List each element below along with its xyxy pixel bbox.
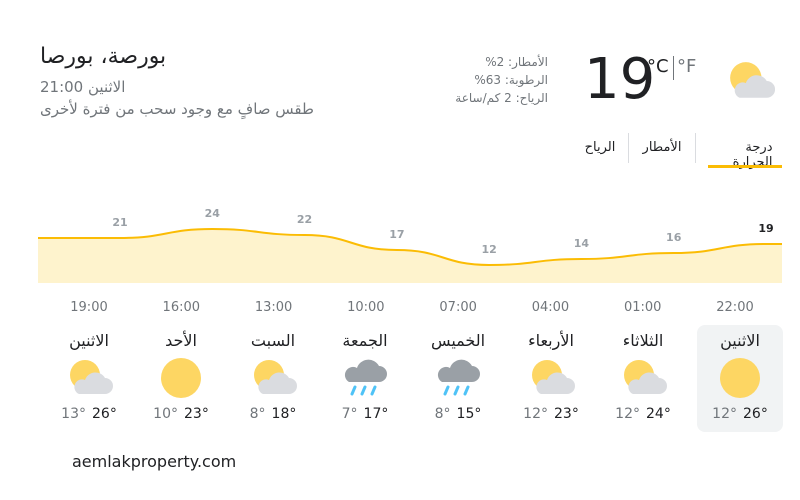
day-name: الاثنين <box>69 331 109 350</box>
day-name: الثلاثاء <box>622 331 664 350</box>
tab-wind[interactable]: الرياح <box>584 140 616 155</box>
value-label: 12 <box>481 243 496 256</box>
value-label: 21 <box>112 216 127 229</box>
day-card[interactable]: الثلاثاء 12° 24° <box>600 325 686 432</box>
high-temp: 17° <box>363 406 389 422</box>
time-label: 16:00 <box>163 300 200 315</box>
day-name: الخميس <box>430 331 486 350</box>
time-label: 04:00 <box>532 300 569 315</box>
low-temp: 12° <box>712 406 737 422</box>
temperature-chart: 19 22:00 16 01:00 14 04:00 12 07:00 17 10:00 22 13:… <box>38 207 782 315</box>
low-temp: 12° <box>615 406 640 422</box>
weather-icon <box>434 356 482 400</box>
day-card[interactable]: الخميس 8° 15° <box>415 325 501 432</box>
day-card[interactable]: الجمعة 7° 17° <box>322 325 408 432</box>
time-label: 07:00 <box>439 300 476 315</box>
precipitation: الأمطار: 2% <box>485 55 548 69</box>
weather-icon <box>65 356 113 400</box>
low-temp: 8° <box>434 406 451 422</box>
low-temp: 10° <box>153 406 178 422</box>
humidity: الرطوبة: 63% <box>474 73 548 87</box>
tab-precipitation[interactable]: الأمطار <box>642 140 682 155</box>
high-temp: 24° <box>646 406 671 422</box>
day-card[interactable]: الاثنين 12° 26° <box>697 325 783 432</box>
day-card[interactable]: الأربعاء 12° 23° <box>508 325 594 432</box>
condition: طقس صافٍ مع وجود سحب من فترة لأخرى <box>40 100 314 118</box>
value-label: 14 <box>574 237 590 250</box>
day-card[interactable]: السبت 8° 18° <box>230 325 316 432</box>
time-label: 10:00 <box>347 300 384 315</box>
weather-icon <box>527 356 575 400</box>
datetime: الاثنين 21:00 <box>40 78 126 96</box>
value-label: 17 <box>389 228 404 241</box>
current-temp: 19 <box>584 47 656 112</box>
day-name: الجمعة <box>342 331 388 350</box>
low-temp: 12° <box>523 406 548 422</box>
low-temp: 7° <box>341 406 358 422</box>
high-temp: 15° <box>456 406 482 422</box>
high-temp: 23° <box>184 406 209 422</box>
time-label: 13:00 <box>255 300 292 315</box>
unit-f[interactable]: °F <box>677 56 697 77</box>
tab-separator <box>628 133 629 163</box>
day-name: الأحد <box>165 331 197 350</box>
unit-divider <box>673 56 674 80</box>
tab-separator <box>695 133 696 163</box>
value-label: 16 <box>666 231 682 244</box>
weather-icon <box>341 356 389 400</box>
location: بورصة، بورصا <box>40 44 167 69</box>
footer: aemlakproperty.com <box>72 452 237 471</box>
time-label: 01:00 <box>624 300 661 315</box>
day-name: الأربعاء <box>528 331 574 350</box>
wind: الرياح: 2 كم/ساعة <box>455 91 548 105</box>
value-label: 22 <box>297 213 312 226</box>
value-label: 19 <box>758 222 773 235</box>
unit-c[interactable]: °C <box>647 56 669 77</box>
tab-underline <box>708 165 782 168</box>
temperature-line <box>119 227 767 267</box>
value-label: 24 <box>205 207 221 220</box>
time-label: 19:00 <box>70 300 107 315</box>
weather-icon <box>249 356 297 400</box>
high-temp: 18° <box>271 406 297 422</box>
day-card[interactable]: الاثنين 13° 26° <box>46 325 132 432</box>
weather-icon <box>157 356 205 400</box>
high-temp: 23° <box>554 406 579 422</box>
low-temp: 8° <box>249 406 266 422</box>
area-fill <box>38 229 782 283</box>
high-temp: 26° <box>743 406 768 422</box>
day-name: الاثنين <box>720 331 760 350</box>
time-label: 22:00 <box>716 300 753 315</box>
low-temp: 13° <box>61 406 86 422</box>
high-temp: 26° <box>92 406 117 422</box>
day-card[interactable]: الأحد 10° 23° <box>138 325 224 432</box>
weather-icon <box>716 356 764 400</box>
weather-icon <box>619 356 667 400</box>
day-name: السبت <box>250 331 296 350</box>
